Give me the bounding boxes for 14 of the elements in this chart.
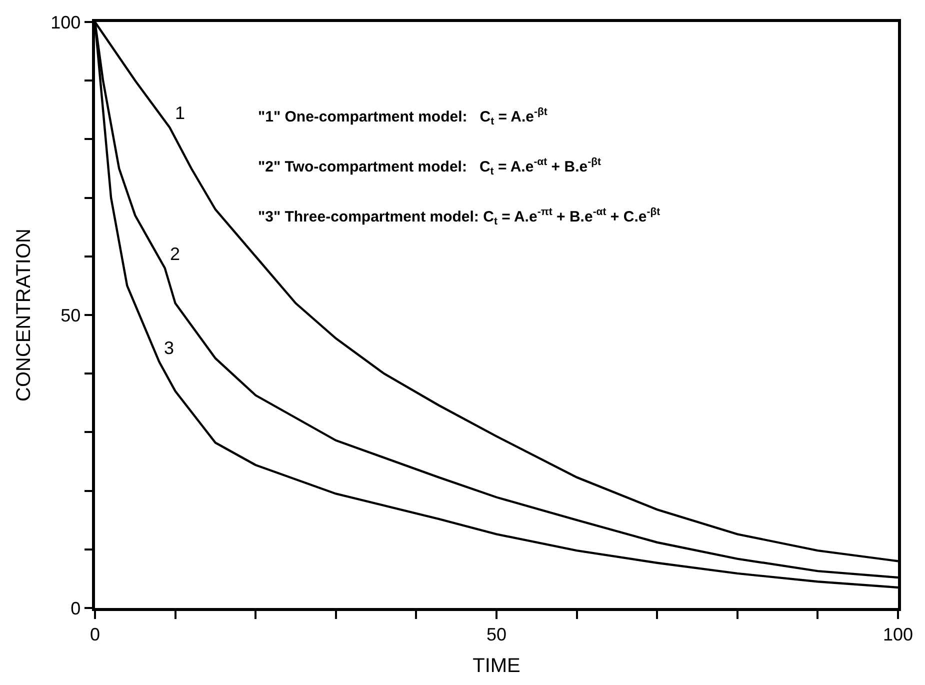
y-axis-title: CONCENTRATION — [13, 228, 36, 402]
annotation: 3 — [164, 338, 174, 358]
y-tick-label: 0 — [70, 598, 81, 618]
x-axis-title: TIME — [472, 654, 520, 677]
y-tick-label: 50 — [60, 305, 81, 326]
x-tick-label: 0 — [90, 624, 100, 644]
y-tick-label: 100 — [50, 12, 81, 32]
annotation: "1" One-compartment model: C$_{t}$ = A.e$^{-βt}$ — [258, 106, 548, 128]
annotation: "3" Three-compartment model: C$_{t}$ = A.e$^{-πt}$ + B.e$^{-αt}$ + C.e$^{-βt}$ — [258, 206, 661, 228]
x-tick-label: 100 — [882, 624, 914, 644]
annotation: 1 — [175, 103, 186, 123]
x-tick-label: 50 — [486, 624, 507, 644]
annotation: "2" Two-compartment model: C$_{t}$ = A.e$^{-αt}$ + B.e$^{-βt}$ — [258, 156, 602, 178]
annotation: 2 — [170, 244, 180, 264]
